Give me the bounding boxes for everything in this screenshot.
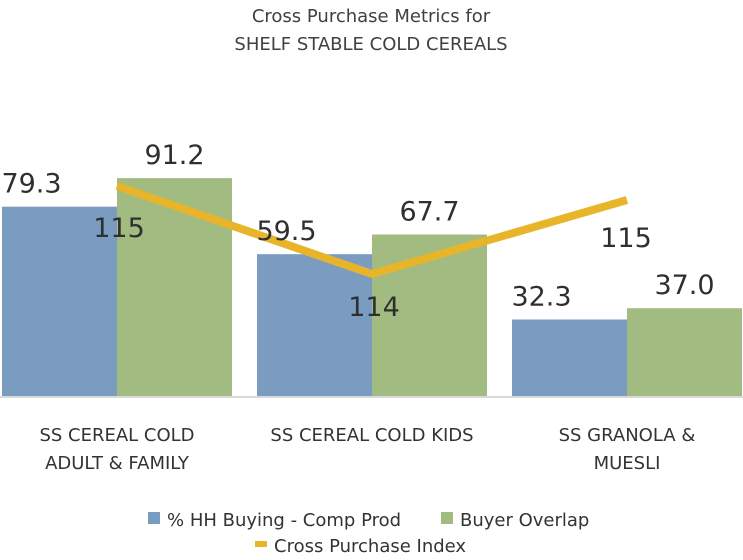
category-label: SS CEREAL COLD <box>39 425 194 446</box>
chart-title-line: SHELF STABLE COLD CEREALS <box>234 34 507 55</box>
bar-value-label: 32.3 <box>511 281 571 312</box>
bar-value-label: 79.3 <box>1 169 61 200</box>
line-path <box>115 182 629 278</box>
bar-value-label: 67.7 <box>399 197 459 228</box>
bar <box>372 234 487 397</box>
bar <box>257 254 372 397</box>
category-label: ADULT & FAMILY <box>45 453 190 474</box>
line-value-label: 115 <box>93 213 145 244</box>
legend-label: Buyer Overlap <box>460 510 589 531</box>
category-label: MUESLI <box>594 453 661 474</box>
cross-purchase-line <box>115 182 629 278</box>
legend-label: % HH Buying - Comp Prod <box>167 510 401 531</box>
bar <box>117 178 232 397</box>
bar-value-label: 37.0 <box>654 270 714 301</box>
legend-swatch <box>148 512 160 524</box>
bars <box>2 178 742 397</box>
category-label: SS CEREAL COLD KIDS <box>270 425 473 446</box>
line-value-label: 114 <box>348 292 400 323</box>
legend-swatch <box>441 512 453 524</box>
bar-value-label: 59.5 <box>256 216 316 247</box>
bar <box>2 206 117 397</box>
chart-title: Cross Purchase Metrics for SHELF STABLE C… <box>234 6 507 55</box>
chart-title-line: Cross Purchase Metrics for <box>252 6 491 27</box>
category-labels: SS CEREAL COLD ADULT & FAMILY SS CEREAL CO… <box>39 425 695 474</box>
legend-swatch <box>255 541 267 547</box>
bar <box>627 308 742 397</box>
bar <box>512 319 627 397</box>
bar-value-label: 91.2 <box>144 140 204 171</box>
legend: % HH Buying - Comp Prod Buyer Overlap Cros… <box>148 510 589 557</box>
line-value-label: 115 <box>600 223 652 254</box>
category-label: SS GRANOLA & <box>559 425 696 446</box>
legend-label: Cross Purchase Index <box>274 536 466 557</box>
